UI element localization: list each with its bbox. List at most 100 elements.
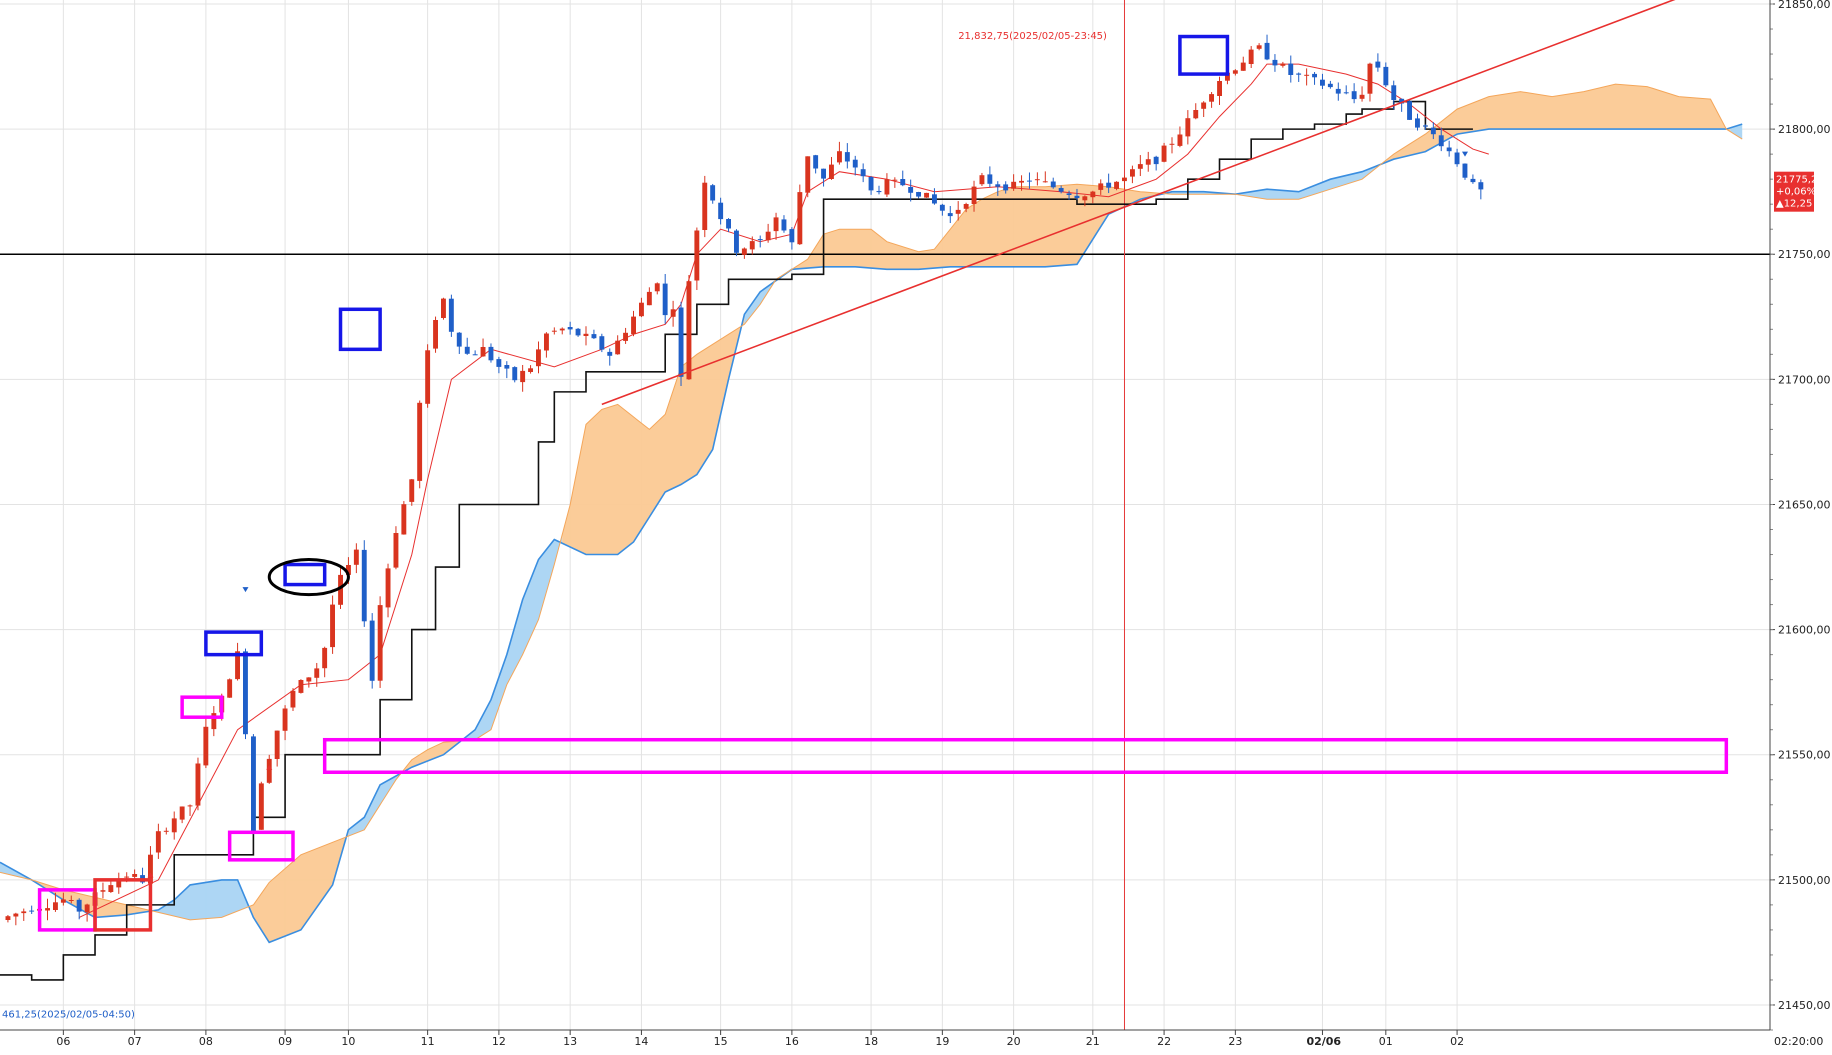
box-blue [338,307,382,352]
candle-up [266,758,272,783]
x-tick-label: 20 [1007,1035,1021,1048]
y-tick-label: 21450,00 [1778,999,1831,1012]
candle-down [591,334,597,339]
candle-down [1003,184,1009,191]
candle-up [924,192,929,198]
box-blue [1178,34,1230,76]
candle-down [1430,127,1436,135]
candle-down [1327,83,1333,88]
cloud-bullish-segment [776,184,1168,281]
candle-down [1391,85,1397,100]
candle-down [908,187,914,193]
x-tick-label: 22 [1157,1035,1171,1048]
x-tick-label: 19 [935,1035,949,1048]
highlight-ellipse [267,558,350,597]
candle-up [765,231,771,241]
candle-down [504,365,510,369]
down-arrow-marker [242,587,249,593]
candle-up [1130,169,1135,177]
candle-down [726,219,731,229]
candle-up [583,333,589,336]
candle-down [472,354,478,356]
x-tick-label: 07 [128,1035,142,1048]
candle-down [1407,101,1412,120]
y-tick-label: 21750,00 [1778,248,1831,261]
candle-up [433,320,438,349]
candle-up [401,504,407,535]
y-tick-label: 21650,00 [1778,498,1831,511]
candle-up [68,900,74,901]
candle-up [377,605,383,681]
box-magenta [227,830,295,862]
candle-up [1161,145,1167,162]
candle-up [639,302,644,317]
candle-up [1240,62,1246,71]
candle-up [1193,110,1199,119]
candle-up [425,350,431,404]
kijun-sen-line [0,100,1473,981]
candle-down [710,185,716,201]
candle-down [599,336,605,350]
candle-down [1027,180,1032,182]
candle-down [1470,178,1476,183]
candle-down [29,910,35,912]
y-tick-label: 21850,00 [1778,0,1831,11]
candle-up [171,818,177,833]
candle-up [155,831,161,853]
candle-up [108,885,114,892]
candle-down [1335,88,1341,94]
candle-down [852,159,858,168]
candle-up [520,370,526,383]
cloud-bullish-segment [249,829,349,943]
candle-up [353,549,359,565]
candle-up [5,916,11,920]
candle-up [797,192,803,245]
candle-up [1304,74,1310,76]
x-tick-label: 02/06 [1306,1035,1341,1048]
candle-down [916,192,921,197]
candle-up [298,680,304,693]
candle-up [441,298,446,318]
candle-up [702,182,708,230]
candle-up [60,899,66,903]
candle-up [346,565,351,575]
candle-down [995,184,1001,187]
candle-down [1272,59,1278,66]
candle-down [567,327,573,330]
candle-down [1288,63,1294,75]
candle-up [1082,196,1088,201]
candle-up [1137,164,1143,169]
trendline [601,0,1676,406]
candle-down [789,229,795,243]
cloud-bearish-segment [463,534,563,741]
y-tick-label: 21800,00 [1778,123,1831,136]
candle-up [417,402,423,481]
candle-up [1122,177,1127,182]
x-tick-label: 14 [634,1035,648,1048]
candle-down [1351,91,1357,100]
candle-up [623,332,628,341]
candle-up [971,186,977,204]
candle-down [1399,98,1405,104]
y-tick-label: 21500,00 [1778,874,1831,887]
up-arrow-marker [147,872,154,878]
candle-up [963,204,969,209]
x-tick-label: 12 [492,1035,506,1048]
candle-up [163,830,169,832]
x-tick-label: 08 [199,1035,213,1048]
candle-down [1415,118,1420,128]
candle-up [1217,81,1222,96]
candle-up [148,854,153,884]
badge-price: 21775,25 [1776,175,1824,186]
candle-down [1438,135,1444,147]
candle-down [868,177,874,191]
candle-up [1256,45,1262,49]
candle-up [330,604,335,648]
candle-up [274,730,280,759]
x-tick-label: 13 [563,1035,577,1048]
candle-down [1343,92,1349,94]
candle-up [1145,159,1151,165]
candle-down [1264,42,1270,60]
candle-up [314,668,320,678]
